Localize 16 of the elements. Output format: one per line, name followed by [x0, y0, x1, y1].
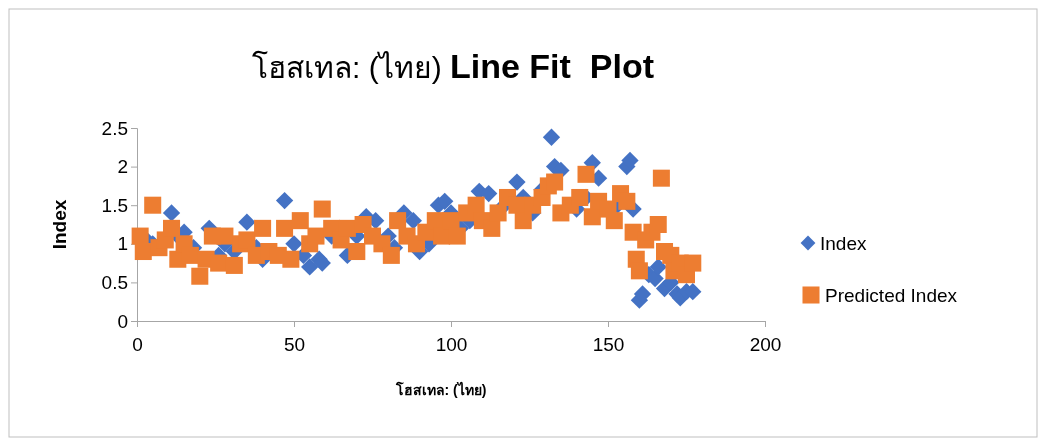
y-tick-label: 1.5 — [101, 194, 128, 216]
legend-label: Index — [820, 233, 867, 254]
legend-label: Predicted Index — [825, 285, 958, 306]
y-tick-label: 2 — [117, 156, 128, 178]
y-tick-label: 0 — [117, 310, 128, 332]
x-axis-title: โฮสเทล: (ไทย) — [394, 381, 487, 398]
y-tick-label: 1 — [117, 233, 128, 255]
x-tick-label: 100 — [435, 333, 468, 355]
x-tick-label: 50 — [283, 333, 306, 355]
y-axis-title: Index — [49, 199, 70, 250]
x-tick-label: 200 — [749, 333, 782, 355]
y-tick-label: 2.5 — [101, 117, 128, 139]
chart-title: โฮสเทล: (ไทย) Line Fit Plot — [252, 47, 654, 85]
x-tick-label: 0 — [132, 333, 143, 355]
x-tick-label: 150 — [592, 333, 625, 355]
y-tick-label: 0.5 — [101, 271, 128, 293]
